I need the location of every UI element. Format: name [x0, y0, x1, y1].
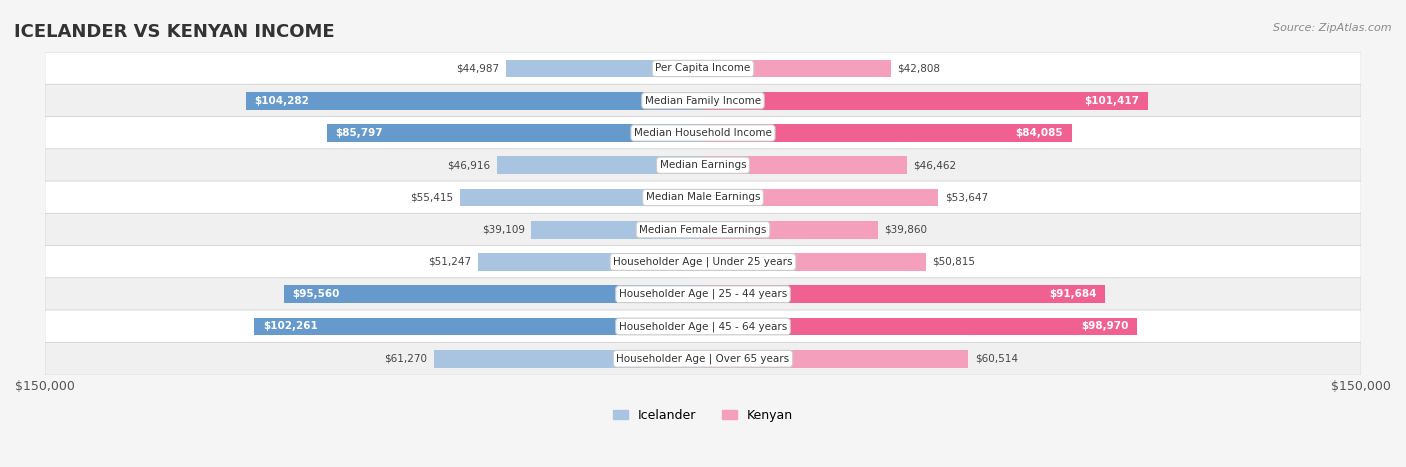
Text: $84,085: $84,085	[1015, 128, 1063, 138]
FancyBboxPatch shape	[45, 117, 1361, 149]
Bar	[703, 253, 927, 271]
Text: Median Female Earnings: Median Female Earnings	[640, 225, 766, 235]
Legend: Icelander, Kenyan: Icelander, Kenyan	[609, 403, 797, 427]
Bar	[703, 221, 877, 239]
Bar	[478, 253, 703, 271]
Bar	[703, 156, 907, 174]
Text: $101,417: $101,417	[1084, 96, 1139, 106]
Text: $50,815: $50,815	[932, 257, 976, 267]
Text: $39,109: $39,109	[482, 225, 524, 235]
Text: $55,415: $55,415	[411, 192, 453, 203]
Text: Source: ZipAtlas.com: Source: ZipAtlas.com	[1274, 23, 1392, 33]
Bar	[703, 318, 1137, 335]
Text: $102,261: $102,261	[263, 321, 318, 332]
FancyBboxPatch shape	[45, 278, 1361, 311]
Text: $60,514: $60,514	[974, 354, 1018, 364]
FancyBboxPatch shape	[45, 213, 1361, 246]
Text: $61,270: $61,270	[385, 354, 427, 364]
Bar	[703, 60, 891, 78]
FancyBboxPatch shape	[45, 149, 1361, 182]
Text: Householder Age | 25 - 44 years: Householder Age | 25 - 44 years	[619, 289, 787, 299]
Text: ICELANDER VS KENYAN INCOME: ICELANDER VS KENYAN INCOME	[14, 23, 335, 42]
Text: Per Capita Income: Per Capita Income	[655, 64, 751, 73]
Text: $98,970: $98,970	[1081, 321, 1129, 332]
Text: Householder Age | Under 25 years: Householder Age | Under 25 years	[613, 257, 793, 267]
Bar	[498, 156, 703, 174]
Text: $91,684: $91,684	[1049, 289, 1097, 299]
Bar	[460, 189, 703, 206]
Bar	[703, 92, 1147, 110]
Text: $42,808: $42,808	[897, 64, 941, 73]
Text: $44,987: $44,987	[456, 64, 499, 73]
Text: $85,797: $85,797	[336, 128, 382, 138]
Text: Householder Age | 45 - 64 years: Householder Age | 45 - 64 years	[619, 321, 787, 332]
FancyBboxPatch shape	[45, 181, 1361, 214]
Bar	[703, 124, 1071, 142]
Bar	[326, 124, 703, 142]
Bar	[254, 318, 703, 335]
FancyBboxPatch shape	[45, 342, 1361, 375]
Text: Median Family Income: Median Family Income	[645, 96, 761, 106]
Text: $46,916: $46,916	[447, 160, 491, 170]
Text: $95,560: $95,560	[292, 289, 340, 299]
Text: $46,462: $46,462	[914, 160, 956, 170]
Text: Median Earnings: Median Earnings	[659, 160, 747, 170]
Bar	[506, 60, 703, 78]
Text: Median Household Income: Median Household Income	[634, 128, 772, 138]
Bar	[434, 350, 703, 368]
Bar	[284, 285, 703, 303]
FancyBboxPatch shape	[45, 52, 1361, 85]
Text: $39,860: $39,860	[884, 225, 928, 235]
Text: Householder Age | Over 65 years: Householder Age | Over 65 years	[616, 354, 790, 364]
Bar	[246, 92, 703, 110]
Bar	[703, 350, 969, 368]
Bar	[703, 285, 1105, 303]
Text: $53,647: $53,647	[945, 192, 988, 203]
Text: $51,247: $51,247	[429, 257, 471, 267]
FancyBboxPatch shape	[45, 246, 1361, 278]
FancyBboxPatch shape	[45, 310, 1361, 343]
Bar	[531, 221, 703, 239]
Text: $104,282: $104,282	[254, 96, 309, 106]
FancyBboxPatch shape	[45, 84, 1361, 117]
Text: Median Male Earnings: Median Male Earnings	[645, 192, 761, 203]
Bar	[703, 189, 938, 206]
